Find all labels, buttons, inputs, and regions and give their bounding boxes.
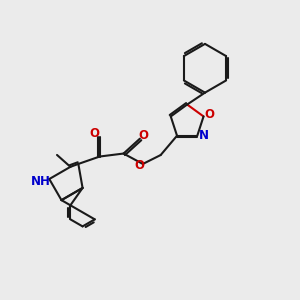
Text: N: N xyxy=(199,129,209,142)
Text: NH: NH xyxy=(31,175,51,188)
Text: O: O xyxy=(134,159,144,172)
Text: O: O xyxy=(204,109,214,122)
Text: O: O xyxy=(138,129,148,142)
Text: O: O xyxy=(90,127,100,140)
